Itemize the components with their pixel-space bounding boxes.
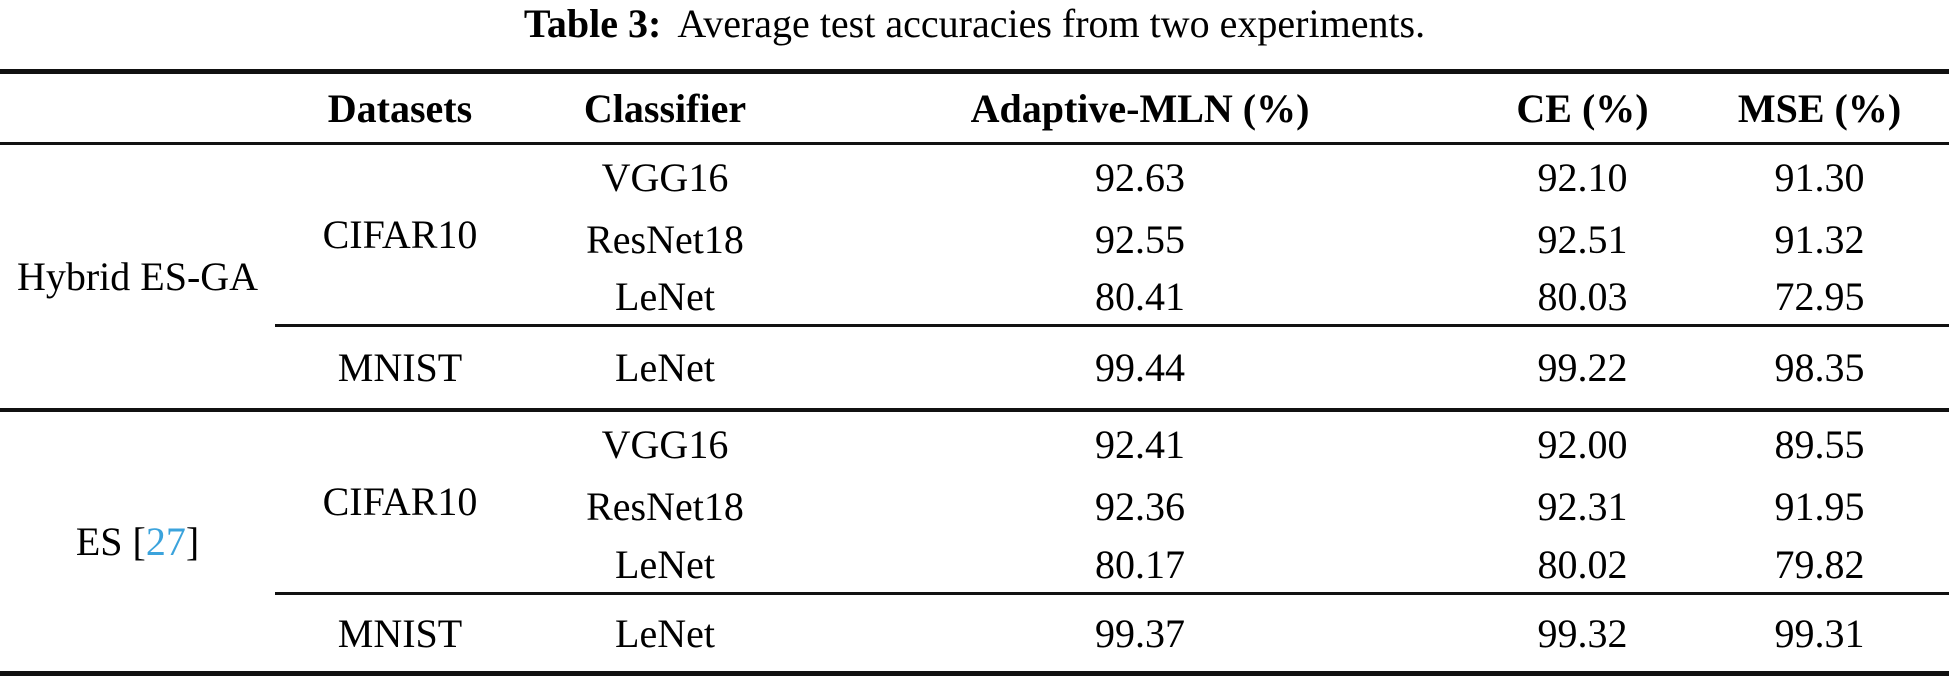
- value-cell-adaptive-mln: 99.37: [1095, 610, 1185, 656]
- header-method-empty: [0, 72, 275, 144]
- value-cell-mse: 91.95: [1774, 484, 1865, 529]
- classifier-cell: VGG16: [601, 154, 729, 200]
- value-cell-adaptive-mln: 80.17: [805, 536, 1475, 595]
- value-cell-ce: 92.10: [1537, 154, 1628, 200]
- value-cell-ce: 92.51: [1537, 217, 1628, 262]
- dataset-cell: CIFAR10: [275, 409, 525, 595]
- value-cell-ce: 80.02: [1475, 536, 1690, 595]
- classifier-cell: LeNet: [525, 269, 805, 327]
- value-cell-ce: 99.32: [1537, 610, 1628, 656]
- table-row: ES [27] CIFAR10 VGG16 92.41 92.00 89.55: [0, 409, 1949, 595]
- dataset-cell: MNIST: [337, 344, 463, 390]
- header-row: Datasets Classifier Adaptive-MLN (%) CE …: [0, 71, 1949, 144]
- classifier-cell: VGG16: [601, 421, 729, 467]
- header-mse: MSE (%): [1737, 85, 1902, 131]
- value-cell-adaptive-mln: 92.36: [1095, 484, 1185, 529]
- classifier-cell: LeNet: [615, 344, 715, 390]
- table-caption: Table 3: Average test accuracies from two…: [0, 0, 1949, 69]
- value-cell-mse: 98.35: [1774, 344, 1865, 390]
- results-table: Datasets Classifier Adaptive-MLN (%) CE …: [0, 69, 1949, 676]
- table-row: LeNet 80.17 80.02 79.82: [0, 536, 1949, 595]
- table-row: ResNet18 92.36 92.31 91.95: [0, 477, 1949, 537]
- header-datasets: Datasets: [327, 85, 473, 131]
- method-cell: ES [27]: [0, 410, 275, 674]
- block-hybrid-es-ga: Hybrid ES-GA CIFAR10 VGG16 92.63 92.10 9…: [0, 143, 1949, 410]
- value-cell-mse: 91.30: [1774, 154, 1865, 200]
- value-cell-ce: 80.03: [1475, 269, 1690, 327]
- value-cell-ce: 92.31: [1537, 484, 1628, 529]
- classifier-cell: ResNet18: [586, 484, 744, 529]
- value-cell-mse: 72.95: [1690, 269, 1949, 327]
- value-cell-adaptive-mln: 92.63: [1095, 154, 1185, 200]
- value-cell-adaptive-mln: 92.55: [1095, 217, 1185, 262]
- header-ce: CE (%): [1516, 85, 1649, 131]
- table-row: ResNet18 92.55 92.51 91.32: [0, 210, 1949, 270]
- method-cell: Hybrid ES-GA: [16, 253, 259, 299]
- value-cell-mse: 91.32: [1774, 217, 1865, 262]
- citation-link[interactable]: 27: [145, 518, 186, 564]
- table-row: LeNet 80.41 80.03 72.95: [0, 269, 1949, 327]
- dataset-cell: CIFAR10: [275, 143, 525, 327]
- table-caption-label: Table 3:: [523, 1, 662, 46]
- dataset-cell: MNIST: [337, 610, 463, 656]
- method-label-suffix: ]: [185, 518, 200, 564]
- value-cell-ce: 92.00: [1537, 421, 1628, 467]
- value-cell-mse: 79.82: [1690, 536, 1949, 595]
- method-label: ES [: [75, 518, 146, 564]
- block-es: ES [27] CIFAR10 VGG16 92.41 92.00 89.55 …: [0, 409, 1949, 674]
- header-adaptive-mln: Adaptive-MLN (%): [970, 85, 1310, 131]
- value-cell-adaptive-mln: 80.41: [805, 269, 1475, 327]
- table-row: MNIST LeNet 99.37 99.32 99.31: [0, 594, 1949, 674]
- value-cell-ce: 99.22: [1537, 344, 1628, 390]
- table-row: Hybrid ES-GA CIFAR10 VGG16 92.63 92.10 9…: [0, 143, 1949, 327]
- table-caption-text: Average test accuracies from two experim…: [677, 1, 1426, 46]
- value-cell-adaptive-mln: 99.44: [1095, 344, 1185, 390]
- classifier-cell: LeNet: [615, 610, 715, 656]
- table-row: MNIST LeNet 99.44 99.22 98.35: [0, 326, 1949, 410]
- classifier-cell: ResNet18: [586, 217, 744, 262]
- value-cell-adaptive-mln: 92.41: [1095, 421, 1185, 467]
- value-cell-mse: 89.55: [1774, 421, 1865, 467]
- header-classifier: Classifier: [583, 85, 747, 131]
- classifier-cell: LeNet: [525, 536, 805, 595]
- table-header: Datasets Classifier Adaptive-MLN (%) CE …: [0, 71, 1949, 144]
- value-cell-mse: 99.31: [1774, 610, 1865, 656]
